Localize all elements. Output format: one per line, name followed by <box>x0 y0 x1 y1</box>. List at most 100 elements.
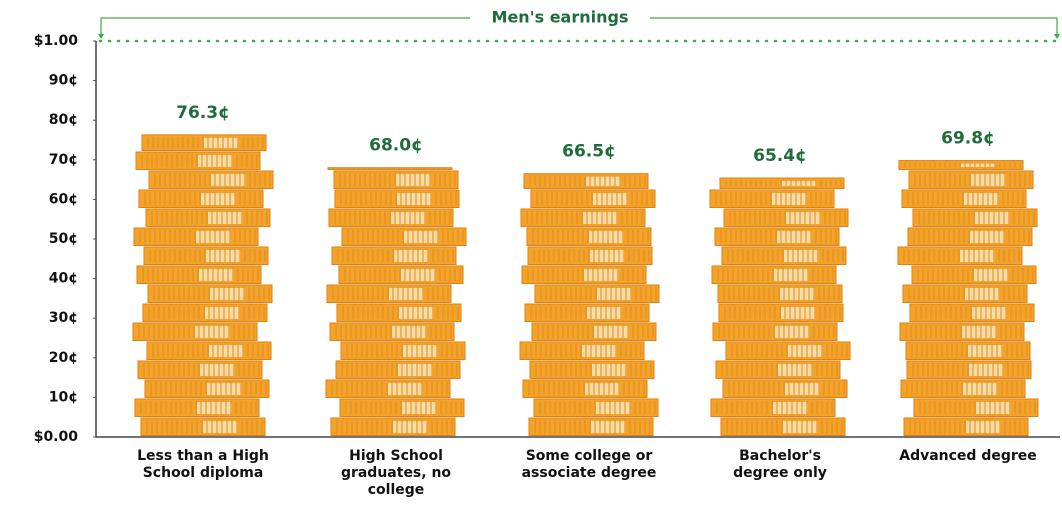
coin-shine <box>596 402 631 414</box>
y-tick-label: 60¢ <box>49 191 78 207</box>
bar <box>520 174 659 436</box>
y-tick-label: 30¢ <box>49 310 78 326</box>
coin-shine <box>198 155 233 167</box>
x-tick-label: Bachelor's degree only <box>725 448 835 482</box>
y-tick-label: 20¢ <box>49 350 78 366</box>
coin-shine <box>774 269 809 281</box>
coin-shine <box>963 383 998 395</box>
coin-shine <box>396 174 431 186</box>
value-label: 76.3¢ <box>176 103 230 123</box>
coin-shine <box>968 345 1003 357</box>
coin-shine <box>200 364 235 376</box>
bracket-arrow <box>1054 34 1060 39</box>
coin-shine <box>201 193 236 205</box>
coin-shine <box>196 231 231 243</box>
reference-label: Men's earnings <box>492 8 629 27</box>
coin-shine <box>586 177 621 186</box>
value-label: 68.0¢ <box>369 136 423 156</box>
coin-shine <box>582 345 617 357</box>
coin-shine <box>962 326 997 338</box>
chart: $0.00 10¢ 20¢ 30¢ 40¢ 50¢ 60¢ 70¢ 80¢ 90¢ $1.00 Men… <box>0 0 1062 514</box>
coin-shine <box>205 307 240 319</box>
coin-shine <box>203 421 238 433</box>
bar <box>326 168 466 436</box>
x-tick-label: Advanced degree <box>880 448 1056 465</box>
chart-page: $0.00 10¢ 20¢ 30¢ 40¢ 50¢ 60¢ 70¢ 80¢ 90¢ $1.00 Men… <box>0 0 1062 514</box>
coin-shine <box>208 212 243 224</box>
coin-shine <box>976 402 1011 414</box>
coin-shine <box>392 326 427 338</box>
y-tick-label: $0.00 <box>34 429 79 445</box>
coin-shine <box>781 307 816 319</box>
y-tick-label: 40¢ <box>49 271 78 287</box>
coin-shine <box>590 250 625 262</box>
coin-shine <box>589 231 624 243</box>
bar <box>710 178 850 435</box>
coin-shine <box>398 364 433 376</box>
coin-shine <box>782 181 817 186</box>
bar <box>898 161 1038 436</box>
coin-shine <box>960 250 995 262</box>
coin-shine <box>585 383 620 395</box>
coin-shine <box>587 307 622 319</box>
value-label: 69.8¢ <box>941 129 995 149</box>
coin-shine <box>597 288 632 300</box>
coin-shine <box>778 364 813 376</box>
value-label: 65.4¢ <box>753 146 807 166</box>
coin-shine <box>961 164 996 167</box>
coin-shine <box>207 383 242 395</box>
coin <box>328 168 452 170</box>
coin-shine <box>404 231 439 243</box>
coin-shine <box>593 193 628 205</box>
coin-shine <box>197 402 232 414</box>
coin-shine <box>199 269 234 281</box>
y-tick-label: 70¢ <box>49 152 78 168</box>
coin-shine <box>785 383 820 395</box>
y-tick-label: 50¢ <box>49 231 78 247</box>
coin-shine <box>594 326 629 338</box>
coin-shine <box>399 307 434 319</box>
bracket-arrow <box>98 34 104 39</box>
coin-shine <box>772 193 807 205</box>
value-label: 66.5¢ <box>562 142 616 162</box>
coin-shine <box>592 364 627 376</box>
coin-shine <box>773 402 808 414</box>
coin-shine <box>783 421 818 433</box>
coin-shine <box>391 212 426 224</box>
coin-shine <box>784 250 819 262</box>
y-tick-label: $1.00 <box>34 33 79 49</box>
coin-shine <box>775 326 810 338</box>
coin-shine <box>401 269 436 281</box>
coin-shine <box>970 231 1005 243</box>
y-tick-label: 10¢ <box>49 389 78 405</box>
coin-shine <box>583 212 618 224</box>
coin-shine <box>397 193 432 205</box>
coin-shine <box>965 288 1000 300</box>
coin-shine <box>389 288 424 300</box>
y-tick-label: 80¢ <box>49 112 78 128</box>
coin-shine <box>964 193 999 205</box>
coin-shine <box>975 212 1010 224</box>
coin-shine <box>584 269 619 281</box>
coin-shine <box>394 250 429 262</box>
coin-shine <box>206 250 241 262</box>
coin-shine <box>780 288 815 300</box>
x-tick-label: Less than a High School diploma <box>118 448 288 482</box>
y-tick-label: 90¢ <box>49 73 78 89</box>
coin-shine <box>393 421 428 433</box>
coin-shine <box>974 269 1009 281</box>
coin-shine <box>971 174 1006 186</box>
coin-shine <box>402 402 437 414</box>
coin-shine <box>204 138 239 148</box>
bar <box>133 135 273 436</box>
coin-shine <box>209 345 244 357</box>
coin-shine <box>969 364 1004 376</box>
coin-shine <box>591 421 626 433</box>
coin-shine <box>211 174 246 186</box>
coin-shine <box>966 421 1001 433</box>
coin-shine <box>210 288 245 300</box>
coin-shine <box>403 345 438 357</box>
coin-shine <box>388 383 423 395</box>
coin-shine <box>972 307 1007 319</box>
x-tick-label: Some college or associate degree <box>509 448 669 482</box>
